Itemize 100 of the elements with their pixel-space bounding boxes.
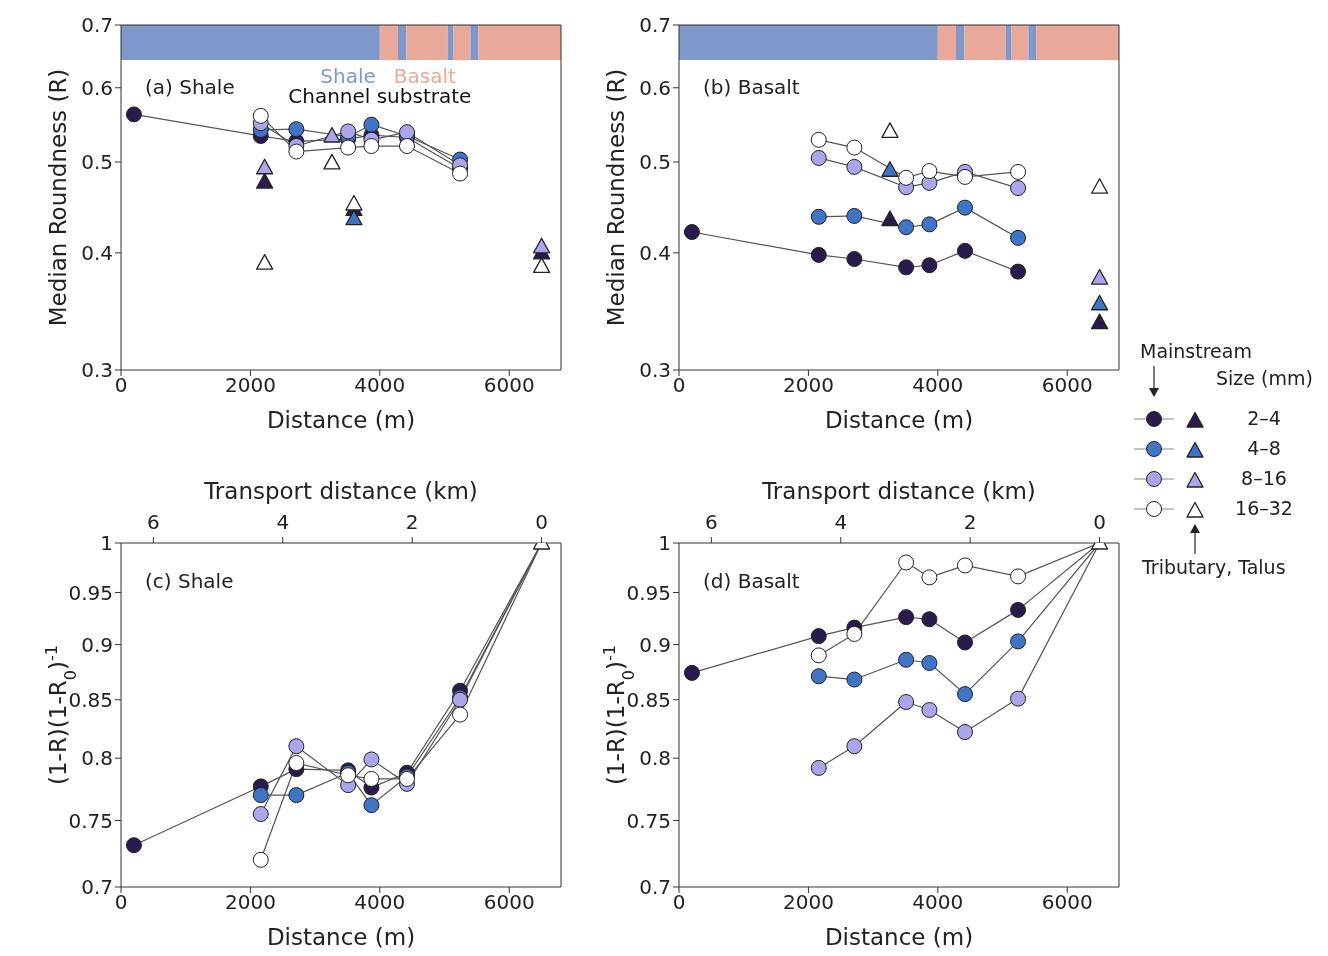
point xyxy=(252,806,269,823)
point xyxy=(363,116,380,133)
y-tick-label: 0.85 xyxy=(626,687,671,712)
legend-title: Size (mm) xyxy=(1216,367,1313,389)
point xyxy=(452,165,469,182)
y-tick-label: 0.5 xyxy=(81,150,113,175)
y-axis-title: Median Roundness (R) xyxy=(603,68,629,327)
point xyxy=(921,163,938,180)
x-tick-label: 4000 xyxy=(354,373,406,398)
y-tick-label: 0.9 xyxy=(81,632,113,657)
x-tick-label: 0 xyxy=(672,890,686,915)
point xyxy=(345,194,363,211)
y-tick-label: 0.85 xyxy=(68,687,113,712)
text: Tributary, Talus xyxy=(1142,556,1286,578)
legend-label: 8–16 xyxy=(1240,467,1288,489)
y-tick-label: 0.4 xyxy=(639,240,671,265)
point xyxy=(846,738,863,755)
legend-label: 4–8 xyxy=(1246,437,1282,459)
x-tick-label: 4000 xyxy=(354,890,406,915)
x2-axis-title: Transport distance (km) xyxy=(203,478,478,504)
x-tick-label: 6000 xyxy=(483,373,535,398)
x-tick-label: 2000 xyxy=(224,373,276,398)
x2-tick-label: 2 xyxy=(405,510,419,534)
point xyxy=(810,149,827,166)
x-axis-title: Distance (m) xyxy=(266,924,416,950)
x-axis-title: Distance (m) xyxy=(266,407,416,433)
point xyxy=(1010,180,1027,197)
point xyxy=(898,694,915,711)
point xyxy=(288,738,305,755)
y-tick-label: 0.95 xyxy=(626,580,671,605)
point xyxy=(1010,601,1027,618)
x2-tick-label: 4 xyxy=(276,510,290,534)
point xyxy=(1090,268,1109,285)
x-tick-label: 4000 xyxy=(912,890,964,915)
point xyxy=(810,668,827,685)
y-tick-label: 0.75 xyxy=(68,808,113,833)
point xyxy=(921,611,938,628)
point xyxy=(957,724,973,741)
point xyxy=(810,628,827,645)
x-tick-label: 6000 xyxy=(483,890,535,915)
y-tick-label: 0.4 xyxy=(81,240,113,265)
point xyxy=(323,153,341,170)
text: (c) Shale xyxy=(145,569,234,593)
legend-label: 2–4 xyxy=(1246,407,1282,429)
point xyxy=(340,123,357,140)
x-tick-label: 0 xyxy=(114,373,128,398)
point xyxy=(1010,633,1027,650)
point xyxy=(363,138,380,155)
x2-tick-label: 4 xyxy=(834,510,848,534)
point xyxy=(881,210,899,227)
point xyxy=(881,161,899,177)
point xyxy=(399,138,415,155)
point xyxy=(255,254,274,270)
text: (a) Shale xyxy=(145,75,235,99)
y-tick-label: 0.8 xyxy=(81,746,113,771)
x2-tick-label: 6 xyxy=(146,510,160,534)
point xyxy=(898,609,915,626)
y-tick-label: 0.9 xyxy=(639,632,671,657)
x-tick-label: 4000 xyxy=(912,373,964,398)
point xyxy=(255,158,274,175)
point xyxy=(683,664,700,681)
y-tick-label: 0.7 xyxy=(81,13,113,38)
point xyxy=(846,671,863,688)
y-tick-label: 0.75 xyxy=(626,808,671,833)
point xyxy=(957,199,973,216)
point xyxy=(363,751,380,768)
point xyxy=(898,219,915,236)
point xyxy=(1010,263,1027,280)
point xyxy=(957,168,973,185)
y-tick-label: 0.7 xyxy=(639,875,671,900)
x-tick-label: 0 xyxy=(672,373,686,398)
point xyxy=(1090,313,1109,330)
point xyxy=(252,787,269,804)
x-tick-label: 0 xyxy=(114,890,128,915)
point xyxy=(921,257,938,274)
point xyxy=(125,106,142,123)
point xyxy=(288,787,305,804)
y-tick-label: 0.95 xyxy=(68,580,113,605)
point xyxy=(288,755,305,772)
x-tick-label: 2000 xyxy=(224,890,276,915)
y-tick-label: 0.3 xyxy=(639,358,671,383)
point xyxy=(921,702,938,719)
point xyxy=(1090,294,1109,311)
point xyxy=(1010,229,1027,246)
y-tick-label: 1 xyxy=(658,531,671,556)
point xyxy=(846,207,863,224)
point xyxy=(363,797,380,814)
y-axis-title: Median Roundness (R) xyxy=(45,68,71,327)
x-tick-label: 2000 xyxy=(782,890,834,915)
y-tick-label: 0.5 xyxy=(639,150,671,175)
point xyxy=(957,242,973,259)
point xyxy=(532,237,551,254)
x-tick-label: 6000 xyxy=(1041,890,1093,915)
point xyxy=(810,208,827,225)
x2-tick-label: 0 xyxy=(1093,510,1106,534)
x2-tick-label: 0 xyxy=(535,510,548,534)
y-tick-label: 0.7 xyxy=(639,13,671,38)
x-tick-label: 6000 xyxy=(1041,373,1093,398)
point xyxy=(898,259,915,276)
legend-label: 16–32 xyxy=(1234,497,1294,519)
